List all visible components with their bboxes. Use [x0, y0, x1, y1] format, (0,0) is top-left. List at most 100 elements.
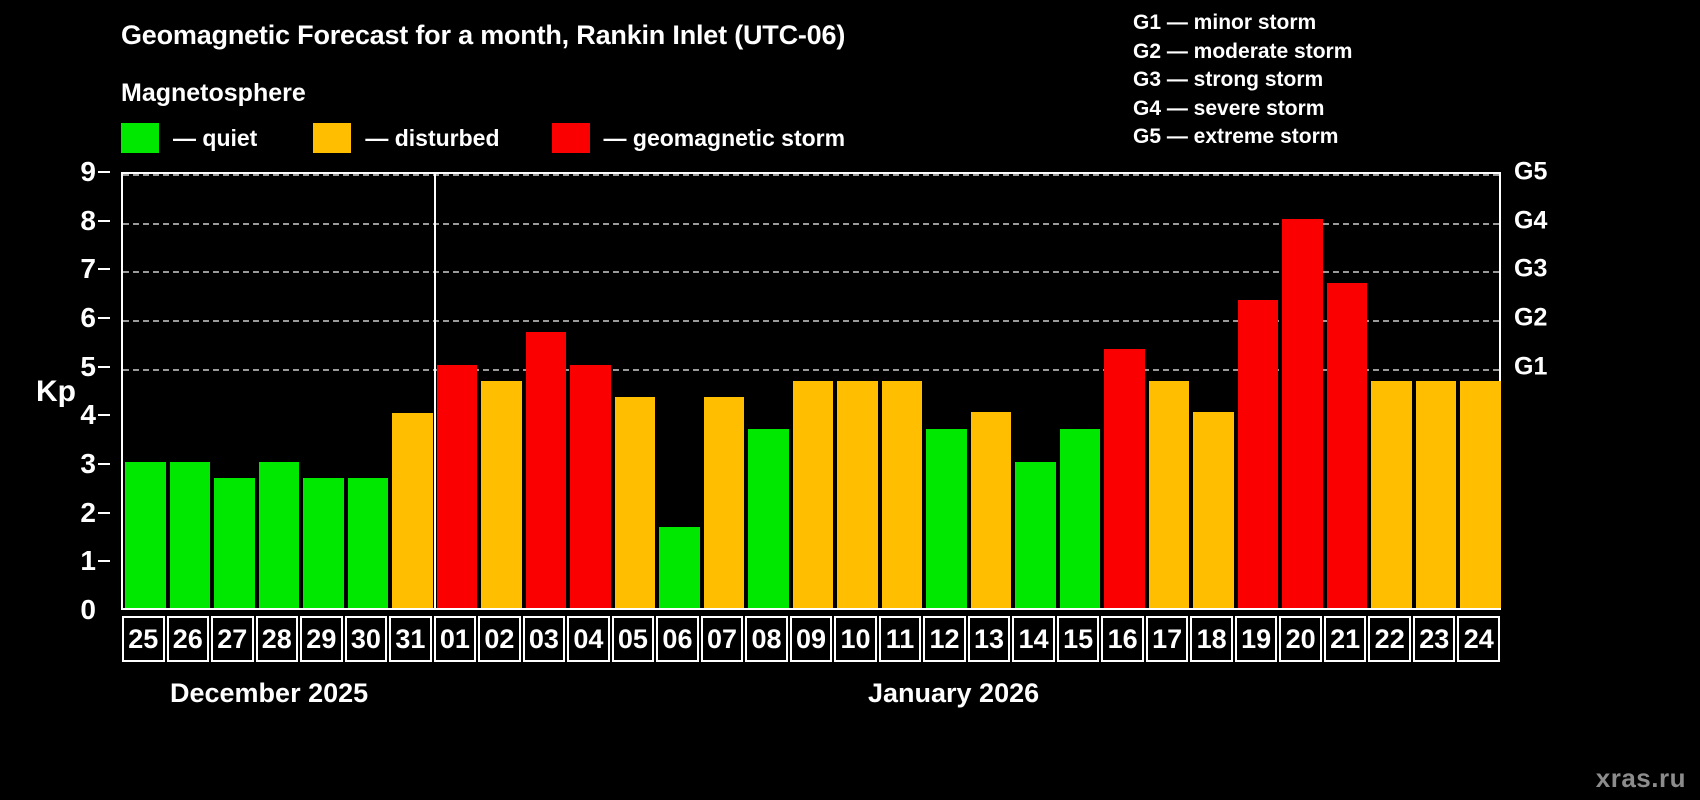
gscale-legend: G1 — minor storm G2 — moderate storm G3 — … — [1133, 9, 1352, 152]
bar-day-23[interactable] — [1415, 380, 1457, 608]
bar-day-20[interactable] — [1282, 218, 1323, 608]
bar-day-04[interactable] — [570, 364, 611, 608]
day-label-09[interactable]: 09 — [789, 616, 833, 662]
bar-day-21[interactable] — [1326, 283, 1368, 608]
gscale-row-g5: G5 — extreme storm — [1133, 125, 1339, 148]
g-tick-label-g5: G5 — [1514, 157, 1548, 186]
day-label-31[interactable]: 31 — [389, 616, 432, 662]
bar-day-14[interactable] — [1015, 462, 1056, 608]
legend-label-storm: — geomagnetic storm — [603, 124, 846, 151]
bar-day-15[interactable] — [1059, 429, 1101, 608]
day-label-10[interactable]: 10 — [834, 616, 877, 662]
day-label-23[interactable]: 23 — [1412, 616, 1456, 662]
bar-day-16[interactable] — [1104, 348, 1145, 608]
legend-entry-storm: — geomagnetic storm — [551, 122, 846, 154]
bar-day-19[interactable] — [1237, 299, 1279, 608]
bar-day-26[interactable] — [169, 462, 211, 608]
y-tick-mark-6 — [98, 317, 110, 319]
day-label-11[interactable]: 11 — [878, 616, 922, 662]
bar-day-08[interactable] — [748, 429, 789, 608]
day-label-24[interactable]: 24 — [1457, 616, 1500, 662]
day-label-20[interactable]: 20 — [1279, 616, 1322, 662]
y-tick-label-3: 3 — [80, 448, 96, 479]
y-tick-mark-5 — [98, 365, 110, 368]
bar-day-11[interactable] — [881, 380, 923, 608]
gridline-kp-5 — [123, 368, 1499, 371]
day-label-01[interactable]: 01 — [433, 616, 477, 662]
gridline-kp-9 — [123, 174, 1499, 176]
day-label-07[interactable]: 07 — [700, 616, 744, 662]
y-axis: 0 1 2 3 4 5 6 7 8 9 — [60, 158, 110, 624]
day-label-17[interactable]: 17 — [1145, 616, 1189, 662]
bar-day-24[interactable] — [1460, 380, 1501, 608]
day-label-30[interactable]: 30 — [344, 616, 388, 662]
day-label-05[interactable]: 05 — [611, 616, 655, 662]
day-label-28[interactable]: 28 — [255, 616, 299, 662]
gscale-row-g3: G3 — strong storm — [1133, 68, 1324, 91]
bar-day-27[interactable] — [214, 478, 255, 608]
y-tick-mark-4 — [98, 414, 110, 417]
day-label-13[interactable]: 13 — [967, 616, 1011, 662]
day-label-12[interactable]: 12 — [923, 616, 966, 662]
bar-day-12[interactable] — [926, 429, 967, 608]
day-label-16[interactable]: 16 — [1101, 616, 1144, 662]
day-label-25[interactable]: 25 — [122, 616, 165, 662]
plot-inner — [123, 174, 1501, 608]
y-tick-label-6: 6 — [80, 302, 96, 333]
g-tick-label-g1: G1 — [1514, 352, 1548, 381]
y-tick-label-8: 8 — [80, 204, 96, 236]
legend-label-disturbed: — disturbed — [365, 124, 500, 151]
bar-day-17[interactable] — [1148, 380, 1190, 608]
day-label-03[interactable]: 03 — [522, 616, 566, 662]
legend-swatch-storm-icon — [551, 123, 590, 153]
bar-day-01[interactable] — [436, 364, 478, 608]
y-tick-mark-9 — [98, 171, 110, 173]
g-tick-label-g2: G2 — [1514, 303, 1548, 332]
bar-day-31[interactable] — [392, 413, 433, 608]
month-label-previous: December 2025 — [170, 678, 369, 708]
bar-day-29[interactable] — [303, 478, 344, 608]
bar-day-18[interactable] — [1193, 411, 1234, 608]
y-tick-label-7: 7 — [80, 253, 96, 285]
bar-day-02[interactable] — [481, 380, 522, 608]
day-label-26[interactable]: 26 — [166, 616, 210, 662]
bar-day-09[interactable] — [792, 380, 834, 608]
bar-day-07[interactable] — [703, 397, 745, 608]
plot-area — [121, 172, 1501, 610]
gridline-kp-7 — [123, 271, 1499, 274]
g-axis: G1 G2 G3 G4 G5 — [1510, 159, 1580, 610]
day-label-22[interactable]: 22 — [1368, 616, 1411, 662]
legend-entry-quiet: — quiet — [121, 122, 257, 154]
y-tick-mark-3 — [98, 463, 110, 465]
day-label-18[interactable]: 18 — [1190, 616, 1233, 662]
day-label-15[interactable]: 15 — [1056, 616, 1100, 662]
bar-day-28[interactable] — [258, 462, 300, 608]
gscale-row-g1: G1 — minor storm — [1133, 11, 1317, 34]
page-title: Geomagnetic Forecast for a month, Rankin… — [121, 20, 846, 50]
y-tick-label-5: 5 — [80, 350, 96, 382]
bar-day-03[interactable] — [525, 332, 567, 608]
legend-label-quiet: — quiet — [173, 124, 258, 151]
day-label-04[interactable]: 04 — [567, 616, 610, 662]
bar-day-10[interactable] — [837, 380, 878, 608]
day-label-08[interactable]: 08 — [745, 616, 788, 662]
y-tick-label-2: 2 — [80, 496, 96, 528]
day-label-19[interactable]: 19 — [1234, 616, 1278, 662]
day-label-14[interactable]: 14 — [1012, 616, 1055, 662]
day-label-27[interactable]: 27 — [211, 616, 254, 662]
bar-day-25[interactable] — [125, 462, 166, 608]
legend-swatch-quiet-icon — [121, 123, 159, 153]
y-tick-mark-7 — [98, 268, 110, 271]
bar-day-05[interactable] — [614, 397, 656, 608]
day-label-06[interactable]: 06 — [656, 616, 699, 662]
day-label-21[interactable]: 21 — [1323, 616, 1367, 662]
bar-day-13[interactable] — [970, 411, 1012, 608]
day-label-02[interactable]: 02 — [478, 616, 521, 662]
bar-day-06[interactable] — [659, 526, 700, 608]
bar-day-30[interactable] — [347, 478, 389, 608]
gridline-kp-6 — [123, 320, 1499, 322]
day-label-29[interactable]: 29 — [300, 616, 343, 662]
bar-day-22[interactable] — [1371, 380, 1412, 608]
magnetosphere-label: Magnetosphere — [121, 79, 306, 107]
gscale-row-g2: G2 — moderate storm — [1133, 39, 1353, 63]
